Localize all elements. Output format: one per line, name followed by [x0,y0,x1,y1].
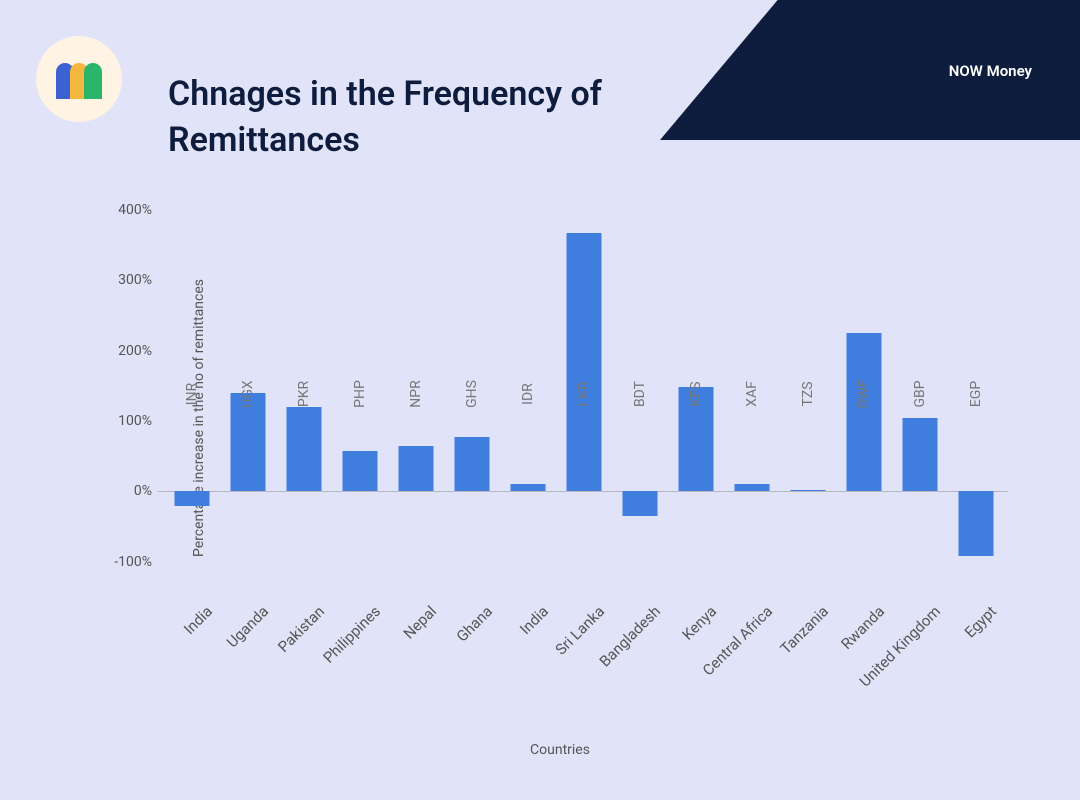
bar [399,446,434,492]
bar-slot: PHPPhilippines [332,210,388,590]
bar-slot: GBPUnited Kingdom [892,210,948,590]
currency-label: NPR [408,380,424,407]
country-label: Kenya [679,603,720,644]
bar-slot: LKRSri Lanka [556,210,612,590]
currency-label: XAF [744,381,760,407]
country-label: Nepal [400,603,440,643]
bar [343,451,378,492]
y-tick: 400% [106,202,152,218]
country-label: Rwanda [837,603,888,654]
y-tick: -100% [106,554,152,570]
bar [623,491,658,516]
bar [959,491,994,556]
currency-label: RWF [856,380,872,409]
country-label: Ghana [453,603,496,646]
bar [511,484,546,491]
country-label: Pakistan [274,603,328,657]
currency-label: UGX [240,380,256,407]
bar [735,484,770,491]
currency-label: PKR [296,381,312,407]
bar [567,233,602,492]
bar [903,418,938,492]
country-label: Uganda [223,603,272,652]
bar-slot: IDRIndia [500,210,556,590]
x-axis-label: Countries [530,742,590,758]
brand-logo-glyph [56,59,102,99]
currency-label: BDT [632,381,648,407]
page-title: Chnages in the Frequency of Remittances [168,72,728,164]
bar-slot: INRIndia [164,210,220,590]
country-label: Tanzania [777,603,832,658]
bar [175,491,210,505]
bar [287,407,322,491]
y-tick: 100% [106,413,152,429]
bar [791,490,826,491]
bar-slot: TZSTanzania [780,210,836,590]
country-label: India [180,603,216,639]
bar-slot: RWFRwanda [836,210,892,590]
brand-logo [36,36,122,122]
y-tick: 300% [106,272,152,288]
remittance-chart: Percentage increase in the no of remitta… [100,210,1020,750]
bar-slot: BDTBangladesh [612,210,668,590]
country-label: Sri Lanka [552,603,608,659]
bar-slot: XAFCentral Africa [724,210,780,590]
currency-label: EGP [968,381,984,407]
bar [231,393,266,492]
bar-slot: NPRNepal [388,210,444,590]
y-tick: 200% [106,343,152,359]
chart-plot: -100%0%100%200%300%400%INRIndiaUGXUganda… [158,210,1008,590]
bar-slot: GHSGhana [444,210,500,590]
currency-label: PHP [352,380,368,408]
brand-label: NOW Money [949,62,1032,80]
y-tick: 0% [106,483,152,499]
bar [847,333,882,491]
bar [455,437,490,492]
country-label: India [516,603,552,639]
country-label: Philippines [320,603,384,667]
country-label: Egypt [961,603,1000,642]
bar-slot: EGPEgypt [948,210,1004,590]
bar-slot: UGXUganda [220,210,276,590]
bar-slot: PKRPakistan [276,210,332,590]
currency-label: IDR [520,383,536,405]
currency-label: TZS [800,381,816,406]
currency-label: LKR [576,381,592,406]
currency-label: GBP [912,380,928,407]
currency-label: INR [184,383,200,405]
logo-arch-3 [84,63,102,99]
bar-slot: KESKenya [668,210,724,590]
currency-label: KES [688,381,704,406]
currency-label: GHS [464,380,480,408]
